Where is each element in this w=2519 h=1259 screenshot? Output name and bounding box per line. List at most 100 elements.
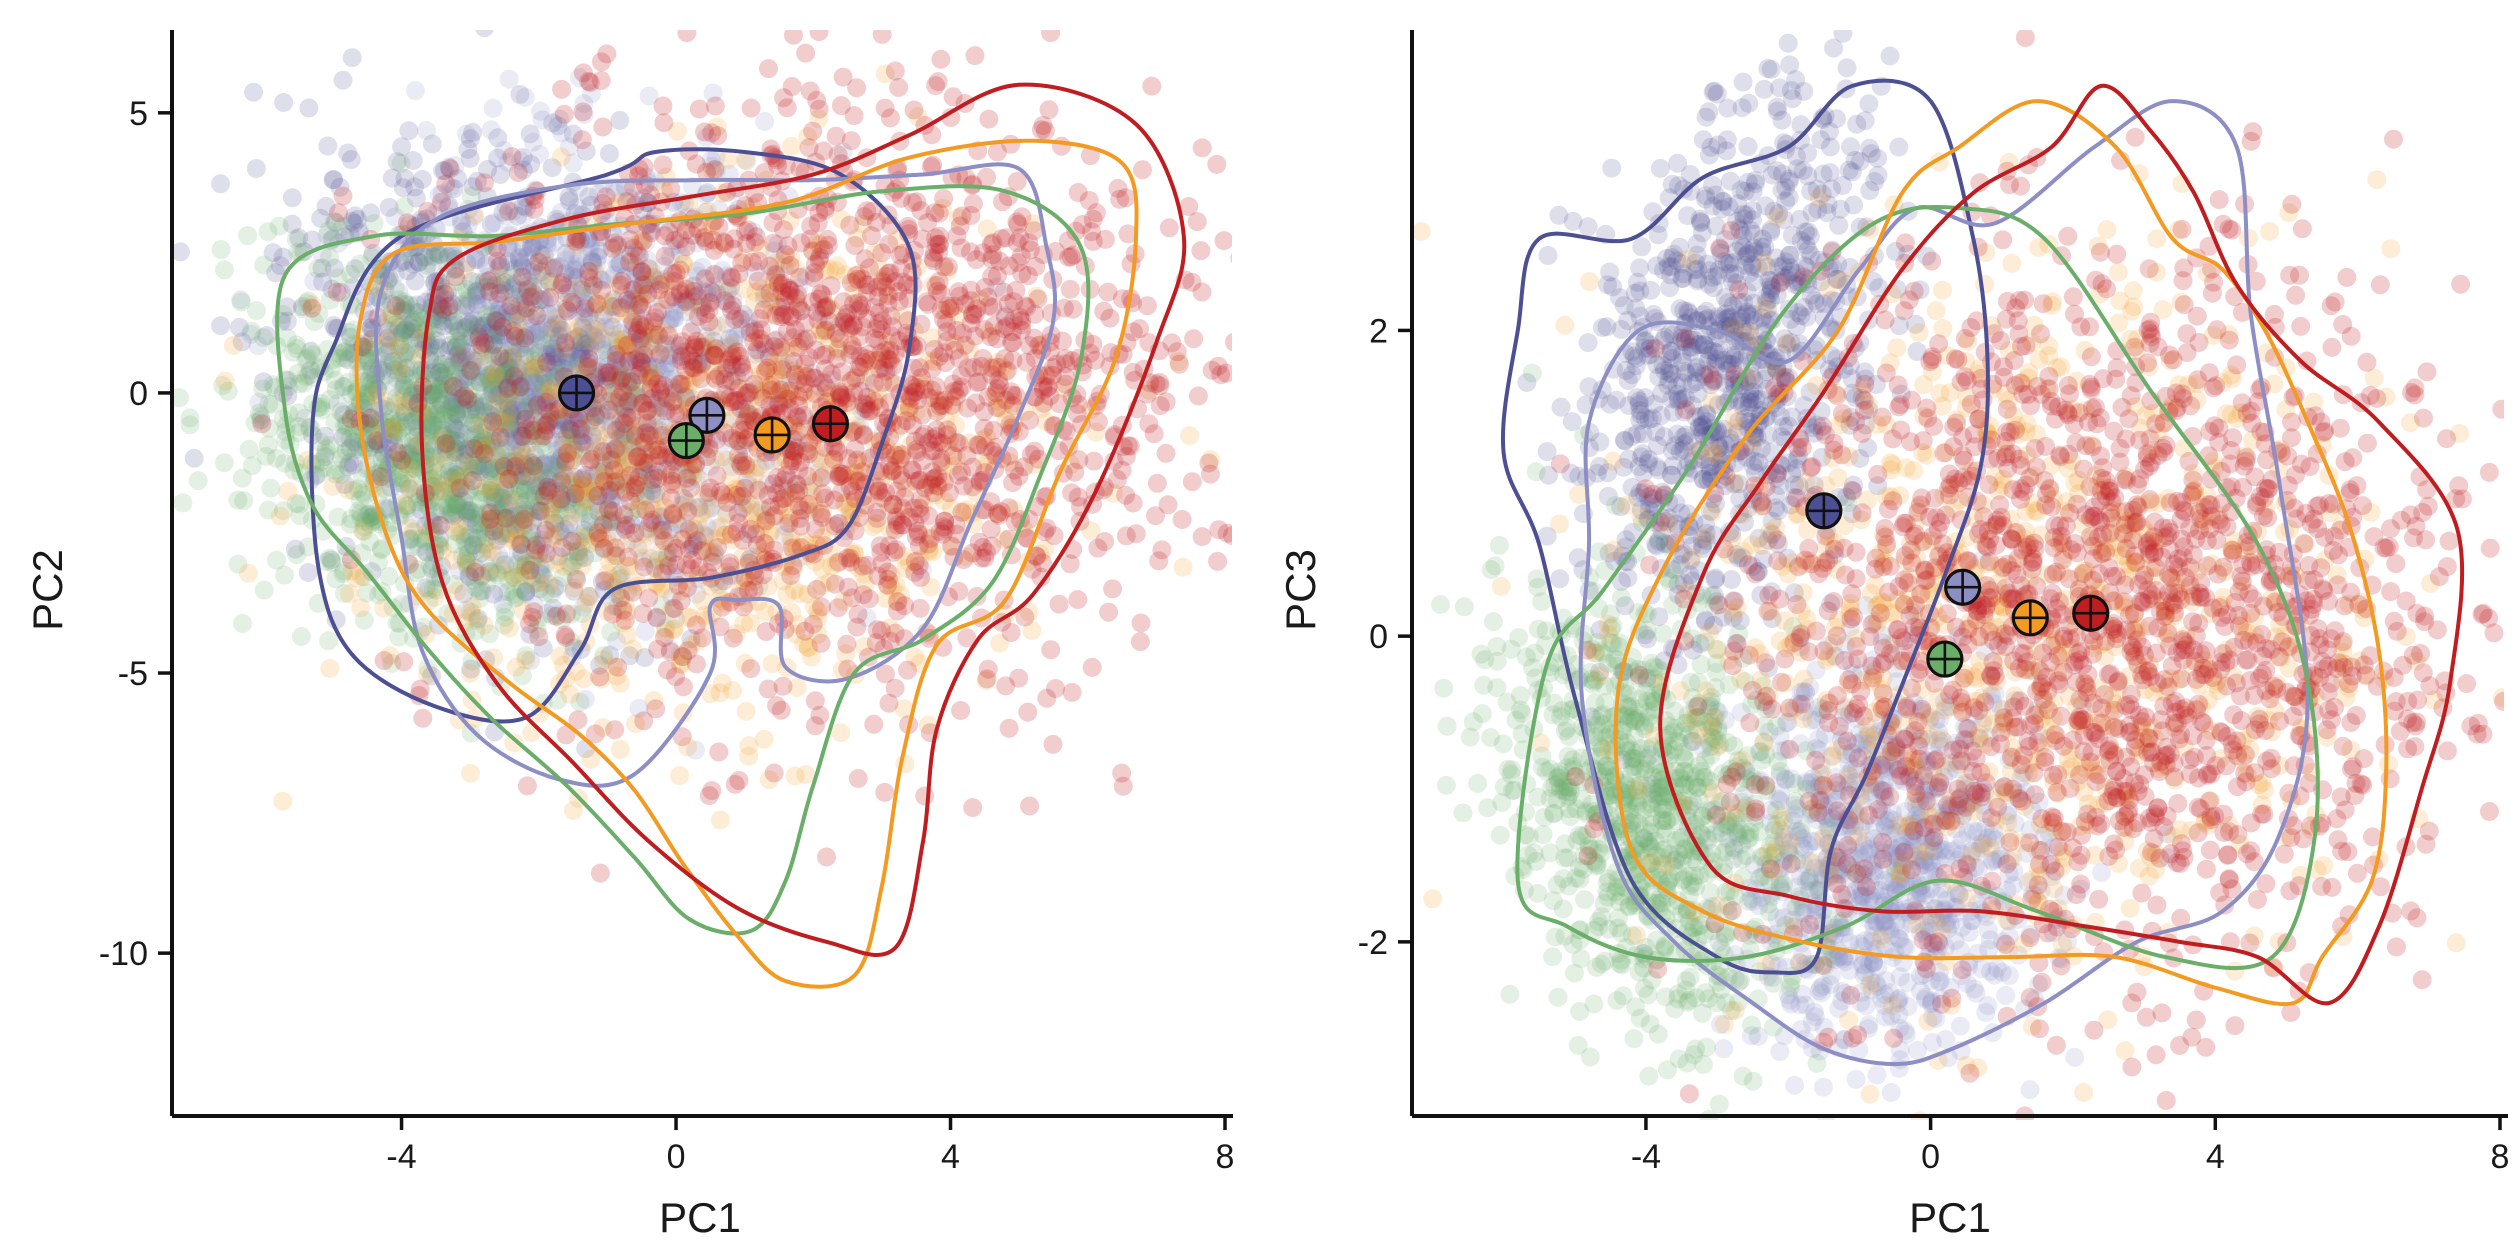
left-lavender-point <box>583 325 603 345</box>
left-lavender-point <box>633 551 653 571</box>
left-lavender-point <box>417 121 436 140</box>
left-lavender-point <box>641 356 661 376</box>
left-navy-point <box>544 344 564 364</box>
left-navy-point <box>396 359 416 378</box>
left-navy-point <box>738 524 758 544</box>
left-lavender-point <box>637 423 657 443</box>
left-lavender-point <box>328 394 348 414</box>
left-orange-point <box>831 723 851 743</box>
left-red-point <box>1060 279 1080 299</box>
left-lavender-point <box>491 583 511 603</box>
left-lavender-point <box>607 522 627 542</box>
left-lavender-point <box>604 265 624 285</box>
left-green-point <box>232 468 252 488</box>
left-navy-point <box>582 252 602 272</box>
left-lavender-point <box>642 426 662 446</box>
left-red-point <box>1150 396 1170 416</box>
left-green-point <box>398 379 418 399</box>
left-lavender-point <box>684 276 704 296</box>
left-navy-point <box>362 507 382 527</box>
left-green-point <box>311 452 331 472</box>
left-lavender-point <box>654 335 674 355</box>
left-orange-point <box>790 584 810 604</box>
left-navy-point <box>531 428 551 448</box>
left-green-point <box>398 324 418 344</box>
left-lavender-point <box>519 466 539 486</box>
left-red-point <box>614 413 634 433</box>
left-lavender-point <box>695 525 715 545</box>
left-red-point <box>1020 796 1040 816</box>
left-navy-point <box>382 168 402 188</box>
left-red-point <box>974 418 994 438</box>
left-red-point <box>947 321 967 340</box>
left-navy-point <box>571 340 591 360</box>
left-lavender-point <box>766 266 786 286</box>
left-red-point <box>1269 397 1288 416</box>
left-lavender-point <box>426 309 446 329</box>
left-lavender-point <box>781 370 801 390</box>
left-green-point <box>325 460 345 480</box>
left-lavender-point <box>742 547 761 567</box>
left-navy-point <box>453 399 472 419</box>
left-lavender-point <box>492 486 512 506</box>
left-lavender-point <box>618 376 638 396</box>
left-lavender-point <box>601 489 621 509</box>
left-lavender-point <box>811 377 830 397</box>
left-red-point <box>1184 329 1204 349</box>
left-red-point <box>841 131 861 151</box>
left-lavender-point <box>584 444 604 464</box>
left-red-point <box>1043 734 1063 754</box>
left-lavender-point <box>629 347 649 367</box>
left-orange-point <box>739 746 759 766</box>
left-red-point <box>664 598 684 618</box>
left-red-point <box>634 557 654 577</box>
left-lavender-point <box>628 538 648 558</box>
left-navy-point <box>479 322 499 342</box>
left-lavender-point <box>740 405 760 425</box>
left-navy-point <box>471 440 491 459</box>
left-lavender-point <box>349 221 369 241</box>
left-green-point <box>482 478 502 498</box>
left-green-point <box>254 580 274 600</box>
left-navy-point <box>660 520 679 540</box>
left-lavender-point <box>588 494 608 514</box>
left-red-point <box>811 468 831 488</box>
left-lavender-point <box>524 594 544 614</box>
left-lavender-point <box>519 504 539 524</box>
left-lavender-point <box>660 639 680 659</box>
left-navy-point <box>463 177 483 197</box>
left-green-point <box>524 547 544 567</box>
left-lavender-point <box>405 81 425 101</box>
left-lavender-point <box>493 326 513 345</box>
left-navy-point <box>334 405 354 425</box>
left-navy-point <box>499 377 519 397</box>
left-navy-point <box>575 548 594 567</box>
left-green-point <box>254 255 274 275</box>
left-green-point <box>297 348 317 368</box>
left-lavender-point <box>409 537 429 557</box>
left-navy-point <box>556 412 576 432</box>
left-lavender-point <box>507 359 527 378</box>
left-navy-point <box>549 546 568 566</box>
left-green-point <box>149 218 168 237</box>
left-lavender-point <box>762 386 782 406</box>
left-navy-point <box>526 426 546 446</box>
left-lavender-point <box>664 308 684 328</box>
left-navy-point <box>498 252 518 271</box>
left-lavender-point <box>537 604 557 623</box>
left-red-point <box>1116 526 1136 546</box>
left-lavender-point <box>773 357 792 377</box>
left-lavender-point <box>442 361 462 381</box>
left-navy-point <box>383 425 403 445</box>
left-lavender-point <box>525 373 545 393</box>
left-navy-point <box>467 294 487 314</box>
left-navy-point <box>684 533 704 553</box>
left-lavender-point <box>376 365 396 385</box>
left-navy-point <box>445 418 465 438</box>
left-navy-point <box>592 572 612 592</box>
left-lavender-point <box>476 456 496 476</box>
left-lavender-point <box>449 395 469 415</box>
left-lavender-point <box>545 304 565 324</box>
left-navy-point <box>523 237 543 257</box>
left-navy-point <box>635 486 655 506</box>
